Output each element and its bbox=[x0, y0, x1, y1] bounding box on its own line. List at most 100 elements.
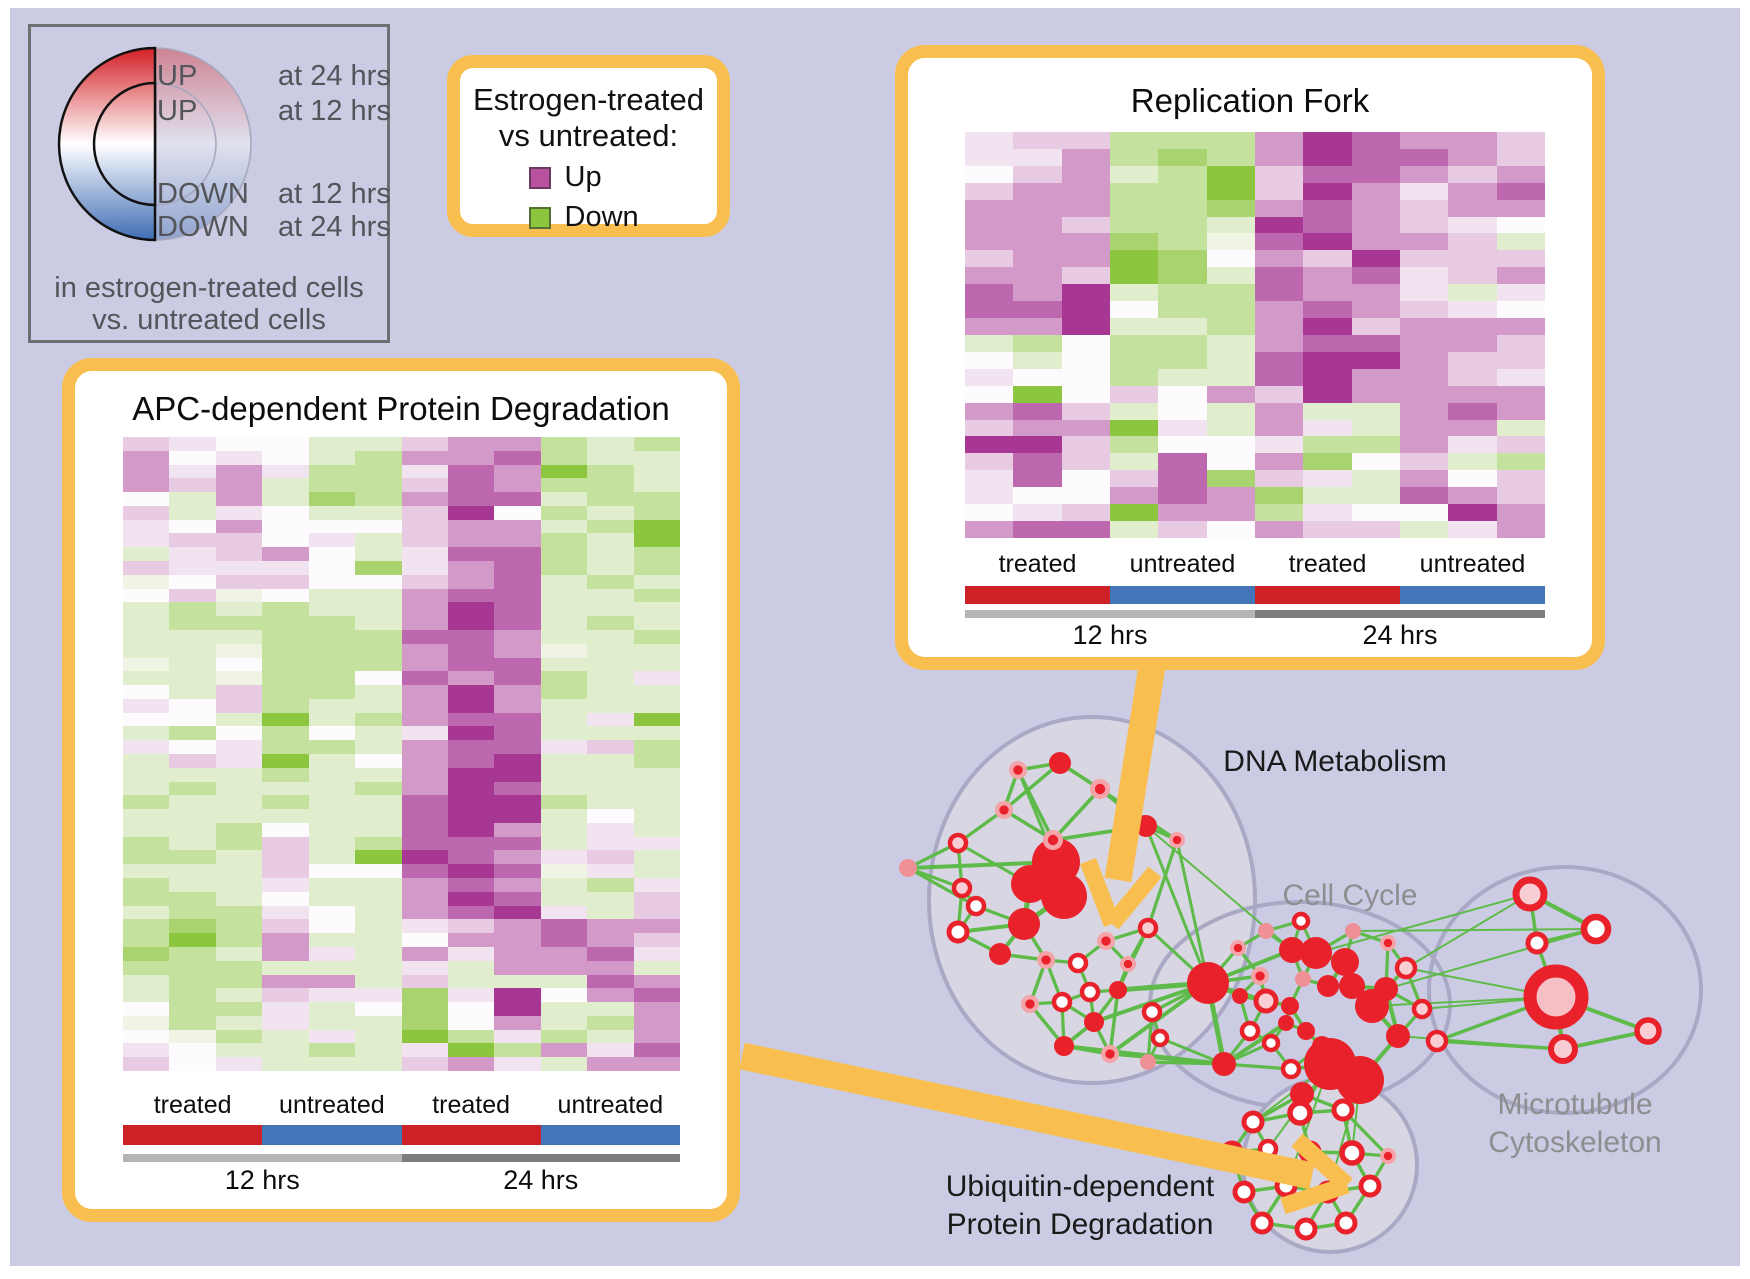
heatmap-cell bbox=[1448, 470, 1497, 488]
untreated-bar bbox=[540, 1125, 680, 1145]
heatmap-cell bbox=[355, 698, 402, 713]
heatmap-cell bbox=[123, 905, 170, 920]
heatmap-cell bbox=[540, 1057, 588, 1071]
replication-fork-panel: Replication Fork treated untreated treat… bbox=[895, 45, 1605, 670]
group-label: untreated bbox=[1129, 550, 1236, 578]
heatmap-cell bbox=[447, 547, 495, 562]
heatmap-cell bbox=[215, 533, 263, 548]
heatmap-cell bbox=[1109, 334, 1159, 352]
heatmap-cell bbox=[1448, 199, 1497, 217]
heatmap-cell bbox=[401, 905, 448, 920]
heatmap-cell bbox=[123, 988, 170, 1003]
untreated-bar bbox=[1110, 586, 1255, 604]
heatmap-cell bbox=[401, 726, 448, 741]
heatmap-cell bbox=[540, 574, 588, 589]
treatment-color-bar bbox=[965, 586, 1545, 604]
heatmap-cell bbox=[123, 574, 170, 589]
heatmap-cell bbox=[1399, 199, 1449, 217]
heatmap-cell bbox=[1254, 419, 1304, 437]
heatmap-cell bbox=[262, 864, 309, 879]
heatmap-cell bbox=[308, 671, 356, 686]
heatmap-cell bbox=[401, 450, 448, 465]
heatmap-cell bbox=[262, 505, 309, 520]
heatmap-cell bbox=[1399, 402, 1449, 420]
heatmap-cell bbox=[169, 905, 216, 920]
faded-right-half bbox=[154, 47, 252, 241]
heatmap-cell bbox=[587, 1043, 634, 1058]
heatmap-cell bbox=[447, 629, 495, 644]
heatmap-cell bbox=[1496, 334, 1545, 352]
hr24-bar bbox=[401, 1154, 680, 1162]
heatmap-cell bbox=[447, 574, 495, 589]
heatmap-cell bbox=[540, 561, 588, 575]
heatmap-cell bbox=[215, 740, 263, 754]
heatmap-cell bbox=[401, 657, 448, 672]
heatmap-cell bbox=[401, 781, 448, 796]
heatmap-cell bbox=[1206, 504, 1255, 522]
heatmap-cell bbox=[447, 1057, 495, 1071]
heatmap-cell bbox=[308, 643, 356, 658]
heatmap-cell bbox=[540, 740, 588, 754]
heatmap-cell bbox=[401, 891, 448, 906]
heatmap-cell bbox=[587, 726, 634, 741]
legend-up-12-dir: UP bbox=[157, 95, 198, 127]
heatmap-cell bbox=[540, 1029, 588, 1044]
heatmap-cell bbox=[262, 946, 309, 961]
heatmap-cell bbox=[1351, 318, 1400, 335]
heatmap-cell bbox=[308, 602, 356, 617]
heatmap-cell bbox=[540, 533, 588, 548]
heatmap-cell bbox=[447, 1015, 495, 1030]
heatmap-cell bbox=[355, 547, 402, 562]
heatmap-cell bbox=[587, 946, 634, 961]
cluster-label-ubiquitin-protein-degradation: Ubiquitin-dependent Protein Degradation bbox=[945, 1170, 1215, 1241]
heatmap-cell bbox=[965, 182, 1014, 200]
group-label: treated bbox=[432, 1091, 511, 1119]
heatmap-cell bbox=[494, 919, 541, 934]
heatmap-cell bbox=[215, 464, 263, 479]
heatmap-cell bbox=[401, 878, 448, 892]
heatmap-cell bbox=[308, 574, 356, 589]
heatmap-cell bbox=[123, 616, 170, 630]
heatmap-cell bbox=[308, 657, 356, 672]
heatmap-cell bbox=[401, 946, 448, 961]
heatmap-cell bbox=[494, 864, 541, 879]
heatmap-cell bbox=[215, 1043, 263, 1058]
heatmap-cell bbox=[1158, 419, 1207, 437]
heatmap-cell bbox=[262, 1057, 309, 1071]
heatmap-cell bbox=[1496, 182, 1545, 200]
time-labels: 12 hrs 24 hrs bbox=[965, 620, 1545, 651]
heatmap-cell bbox=[494, 905, 541, 920]
heatmap-cell bbox=[494, 561, 541, 575]
heatmap-cell bbox=[308, 740, 356, 754]
heatmap-cell bbox=[262, 767, 309, 782]
heatmap-cell bbox=[1013, 267, 1062, 285]
heatmap-cell bbox=[355, 822, 402, 837]
heatmap-cell bbox=[308, 822, 356, 837]
heatmap-cell bbox=[587, 574, 634, 589]
heatmap-cell bbox=[401, 533, 448, 548]
heatmap-cell bbox=[308, 726, 356, 741]
heatmap-cell bbox=[262, 1029, 309, 1044]
group-label: untreated bbox=[557, 1091, 664, 1119]
heatmap-cell bbox=[262, 836, 309, 851]
heatmap-cell bbox=[1158, 334, 1207, 352]
heatmap-cell bbox=[1109, 504, 1159, 522]
heatmap-cell bbox=[1158, 504, 1207, 522]
heatmap-cell bbox=[1061, 148, 1110, 166]
heatmap-cell bbox=[1254, 487, 1304, 505]
heatmap-cell bbox=[308, 850, 356, 865]
heatmap-cell bbox=[1351, 487, 1400, 505]
heatmap-cell bbox=[1399, 419, 1449, 437]
heatmap-cell bbox=[169, 602, 216, 617]
heatmap-cell bbox=[540, 850, 588, 865]
heatmap-cell bbox=[1496, 216, 1545, 234]
heatmap-cell bbox=[215, 809, 263, 823]
heatmap-cell bbox=[587, 505, 634, 520]
heatmap-cell bbox=[1303, 233, 1352, 251]
heatmap-cell bbox=[1448, 385, 1497, 403]
heatmap-cell bbox=[447, 712, 495, 727]
heatmap-cell bbox=[401, 933, 448, 947]
heatmap-cell bbox=[308, 437, 356, 451]
heatmap-cell bbox=[587, 781, 634, 796]
heatmap-cell bbox=[447, 836, 495, 851]
